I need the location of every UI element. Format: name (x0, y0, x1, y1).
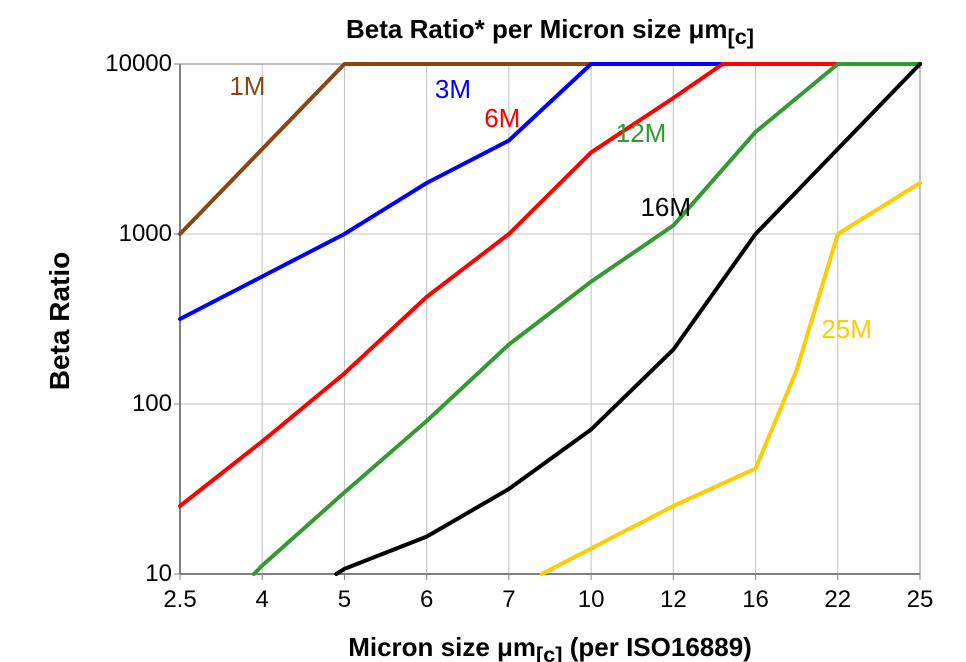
x-tick-label: 25 (890, 586, 950, 614)
y-tick-label: 10000 (105, 50, 172, 78)
x-tick-label: 16 (726, 586, 786, 614)
y-tick-label: 100 (132, 390, 172, 418)
x-tick-label: 10 (561, 586, 621, 614)
series-label-12M: 12M (616, 118, 667, 149)
series-label-25M: 25M (821, 314, 872, 345)
x-tick-label: 22 (808, 586, 868, 614)
x-tick-label: 2.5 (150, 586, 210, 614)
y-tick-label: 1000 (119, 220, 172, 248)
x-tick-label: 4 (232, 586, 292, 614)
x-tick-label: 6 (397, 586, 457, 614)
chart-container: Beta Ratio* per Micron size μm[c] Beta R… (0, 0, 966, 662)
y-tick-label: 10 (145, 560, 172, 588)
series-label-3M: 3M (435, 74, 471, 105)
series-label-6M: 6M (484, 103, 520, 134)
series-label-16M: 16M (640, 192, 691, 223)
x-tick-label: 5 (314, 586, 374, 614)
x-tick-label: 7 (479, 586, 539, 614)
series-label-1M: 1M (229, 71, 265, 102)
x-tick-label: 12 (643, 586, 703, 614)
